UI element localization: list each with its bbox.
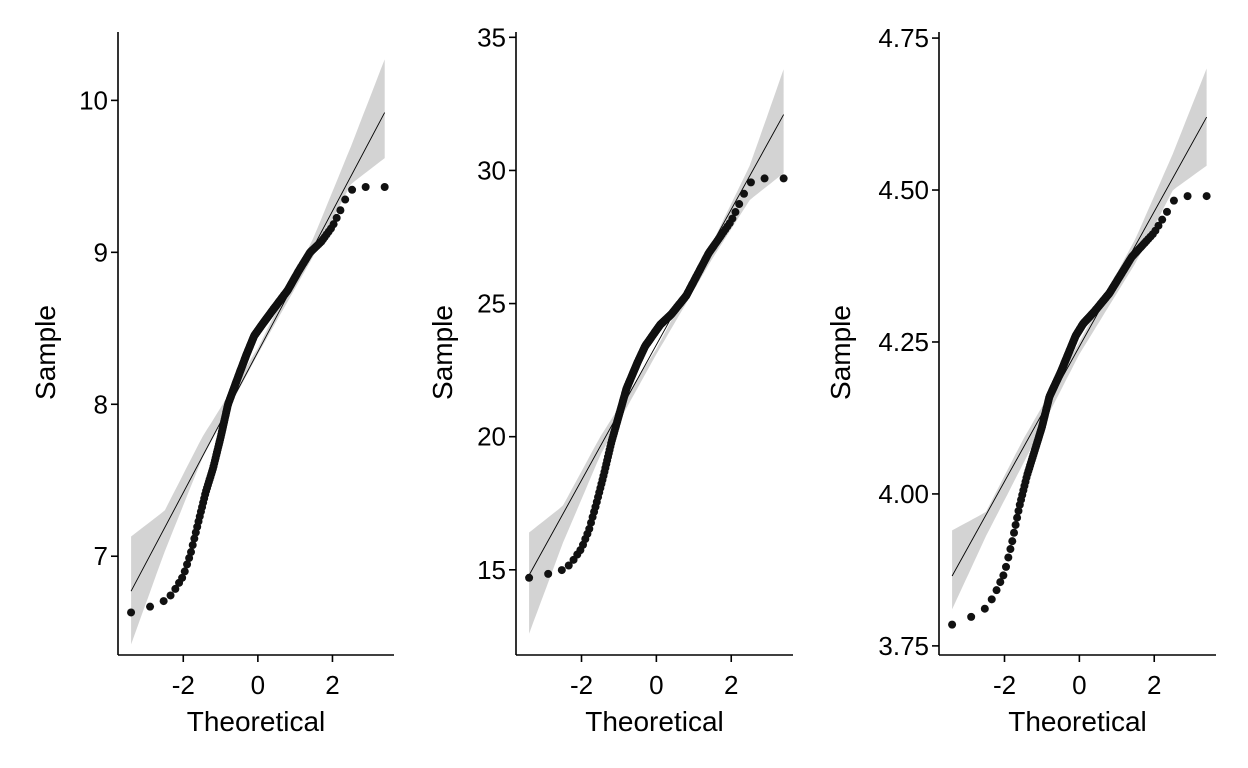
sample-point [336, 206, 345, 215]
y-tick-label: 25 [477, 289, 506, 319]
sample-point [380, 182, 389, 191]
sample-point [1163, 207, 1171, 216]
x-tick-label: 0 [251, 670, 265, 700]
sample-point [348, 185, 357, 194]
sample-point [1008, 537, 1017, 546]
sample-point [1013, 513, 1022, 522]
y-tick-label: 9 [94, 237, 108, 267]
y-tick-label: 8 [94, 389, 108, 419]
sample-point [188, 541, 197, 550]
x-tick-label: -2 [993, 670, 1016, 700]
confidence-band [529, 69, 784, 634]
sample-point [746, 178, 755, 187]
sample-point [171, 584, 180, 593]
sample-point [967, 612, 976, 621]
sample-point [183, 560, 192, 569]
sample-point [166, 591, 175, 600]
x-axis-title: Theoretical [585, 706, 724, 737]
sample-point [779, 174, 788, 183]
y-tick-label: 15 [477, 555, 506, 585]
x-tick-label: 0 [649, 670, 663, 700]
sample-point [1202, 192, 1211, 201]
y-axis-title: Sample [427, 305, 458, 400]
sample-point [948, 620, 957, 629]
sample-point [525, 573, 534, 582]
sample-point [180, 567, 189, 576]
sample-point [728, 214, 737, 223]
sample-point [740, 189, 748, 198]
sample-point [585, 524, 594, 533]
sample-point [987, 595, 996, 604]
sample-point [1004, 553, 1013, 562]
sample-point [187, 548, 196, 557]
sample-point [159, 597, 168, 606]
sample-point [1006, 545, 1015, 554]
sample-point [185, 554, 194, 563]
x-tick-label: 2 [325, 670, 339, 700]
reference-line [951, 116, 1208, 577]
sample-point [557, 566, 566, 575]
sample-point [1010, 528, 1019, 537]
sample-point [980, 604, 989, 613]
sample-point [329, 220, 338, 229]
sample-point [341, 195, 350, 204]
sample-point [190, 534, 199, 543]
sample-point [1154, 221, 1163, 230]
y-tick-label: 4.75 [878, 23, 929, 53]
sample-point [361, 182, 370, 191]
y-tick-label: 30 [477, 155, 506, 185]
sample-point [1183, 192, 1192, 201]
sample-point [996, 578, 1005, 587]
x-axis-title: Theoretical [187, 706, 326, 737]
y-tick-label: 4.50 [878, 175, 929, 205]
x-tick-label: -2 [172, 670, 195, 700]
y-tick-label: 20 [477, 422, 506, 452]
x-axis-title: Theoretical [1008, 706, 1147, 737]
x-tick-label: 0 [1072, 670, 1086, 700]
sample-point [127, 608, 136, 617]
sample-point [332, 213, 341, 222]
sample-point [564, 561, 573, 570]
y-axis-title: Sample [30, 305, 61, 400]
sample-point [544, 569, 553, 578]
sample-point [999, 571, 1008, 580]
y-tick-label: 3.75 [878, 631, 929, 661]
x-tick-label: 2 [724, 670, 738, 700]
reference-line [130, 112, 386, 592]
sample-point [731, 208, 740, 217]
sample-point [760, 174, 769, 183]
y-tick-label: 4.25 [878, 327, 929, 357]
y-tick-label: 35 [477, 22, 506, 52]
confidence-band [952, 68, 1207, 610]
sample-point [1158, 215, 1167, 224]
sample-point [1169, 196, 1178, 205]
y-tick-label: 10 [79, 85, 108, 115]
y-tick-label: 7 [94, 541, 108, 571]
y-tick-label: 4.00 [878, 479, 929, 509]
x-tick-label: -2 [570, 670, 593, 700]
sample-point [146, 602, 155, 611]
x-tick-label: 2 [1147, 670, 1161, 700]
sample-point [178, 573, 187, 582]
sample-point [992, 586, 1001, 595]
sample-point [1011, 520, 1020, 529]
sample-point [735, 200, 744, 209]
sample-point [1014, 506, 1023, 515]
reference-line [528, 114, 785, 576]
sample-point [1002, 562, 1011, 571]
y-axis-title: Sample [825, 305, 856, 400]
qq-panel-1: 7 8 9 10 -2 0 2 Theoretical Sample [30, 32, 394, 737]
